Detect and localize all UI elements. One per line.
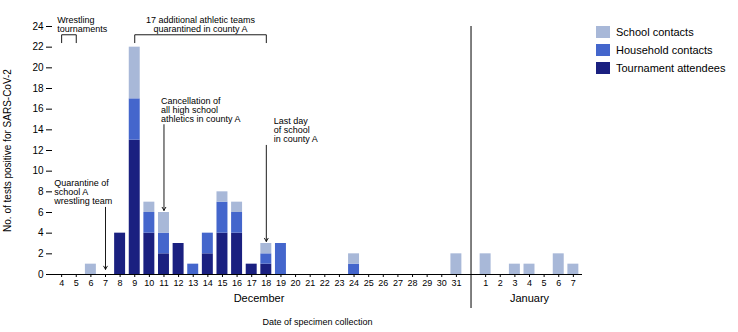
svg-text:6: 6 [38,207,44,218]
svg-text:15: 15 [217,278,227,288]
svg-text:Quarantine ofschool Awrestling: Quarantine ofschool Awrestling team [53,178,112,206]
svg-text:22: 22 [32,41,44,52]
svg-text:7: 7 [571,278,576,288]
svg-text:10: 10 [32,165,44,176]
svg-text:0: 0 [38,269,44,280]
svg-text:1: 1 [483,278,488,288]
svg-text:18: 18 [261,278,271,288]
svg-text:25: 25 [364,278,374,288]
svg-text:29: 29 [422,278,432,288]
svg-text:14: 14 [32,124,44,135]
svg-text:24: 24 [32,21,44,32]
svg-text:December: December [234,292,285,304]
svg-text:4: 4 [38,227,44,238]
svg-text:7: 7 [103,278,108,288]
svg-text:30: 30 [437,278,447,288]
svg-text:16: 16 [232,278,242,288]
svg-text:31: 31 [451,278,461,288]
svg-text:22: 22 [320,278,330,288]
svg-text:16: 16 [32,103,44,114]
svg-text:8: 8 [118,278,123,288]
html-text:Tournament attendees: Tournament attendees [616,62,726,74]
svg-text:26: 26 [378,278,388,288]
html-text:School contacts: School contacts [616,26,694,38]
svg-text:Wrestlingtournaments: Wrestlingtournaments [57,15,108,34]
svg-text:No. of tests positive for SARS: No. of tests positive for SARS-CoV-2 [2,69,13,232]
svg-text:4: 4 [59,278,64,288]
svg-text:19: 19 [276,278,286,288]
svg-text:14: 14 [203,278,213,288]
svg-text:Last dayof schoolin county A: Last dayof schoolin county A [274,116,318,144]
svg-text:12: 12 [174,278,184,288]
svg-text:3: 3 [512,278,517,288]
svg-text:18: 18 [32,83,44,94]
svg-text:12: 12 [32,145,44,156]
svg-text:January: January [510,292,550,304]
svg-text:17: 17 [247,278,257,288]
svg-text:17 additional athletic teamsqu: 17 additional athletic teamsquarantined … [146,15,256,34]
svg-text:9: 9 [132,278,137,288]
svg-text:23: 23 [334,278,344,288]
svg-text:5: 5 [74,278,79,288]
svg-text:4: 4 [527,278,532,288]
svg-text:24: 24 [349,278,359,288]
svg-text:6: 6 [556,278,561,288]
svg-text:Date of specimen collection: Date of specimen collection [262,317,372,327]
svg-text:28: 28 [408,278,418,288]
svg-text:20: 20 [32,62,44,73]
svg-text:Cancellation ofall high school: Cancellation ofall high schoolathletics … [161,96,241,124]
svg-text:2: 2 [498,278,503,288]
svg-text:13: 13 [188,278,198,288]
svg-text:5: 5 [542,278,547,288]
svg-text:10: 10 [144,278,154,288]
svg-text:8: 8 [38,186,44,197]
svg-text:2: 2 [38,248,44,259]
html-text:Household contacts: Household contacts [616,44,713,56]
svg-text:6: 6 [88,278,93,288]
svg-text:11: 11 [159,278,168,288]
svg-text:27: 27 [393,278,403,288]
svg-text:20: 20 [291,278,301,288]
svg-text:21: 21 [305,278,315,288]
